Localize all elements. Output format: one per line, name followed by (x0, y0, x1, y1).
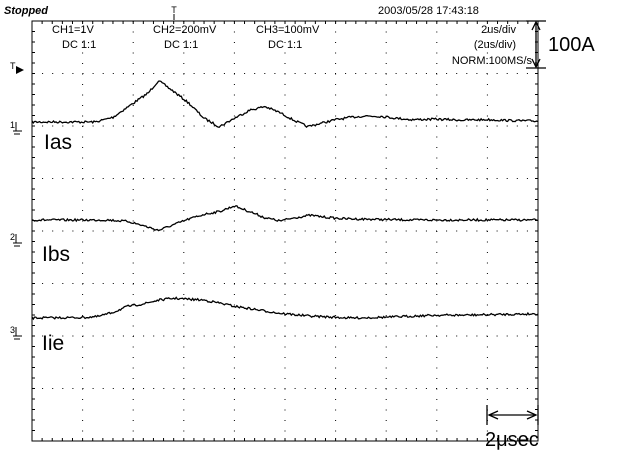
ch1-scale: CH1=1V (52, 24, 95, 36)
ch1-ground-marker: 1 (10, 120, 15, 130)
trigger-level-marker: T (10, 61, 16, 71)
ch2-scale: CH2=200mV (153, 24, 217, 36)
trigger-level-arrow (16, 66, 24, 74)
graticule (31, 20, 539, 442)
ch3-ground-symbol (13, 327, 22, 340)
acquisition-status: Stopped (4, 5, 48, 17)
time-scale-label: 2μsec (485, 429, 539, 451)
waveform-traces (31, 80, 539, 321)
current-scale-label: 100A (548, 34, 595, 56)
series-line-iie (31, 296, 539, 321)
plot-frame (31, 20, 539, 442)
ch3-ground-marker: 3 (10, 325, 15, 335)
time-scale-indicator (486, 405, 539, 425)
series-label-ibs: Ibs (42, 243, 70, 266)
timestamp: 2003/05/28 17:43:18 (378, 5, 479, 17)
trigger-position-marker: T (171, 5, 177, 15)
ch1-ground-symbol (13, 122, 22, 135)
timebase: 2us/div (481, 24, 516, 36)
ch2-coupling: DC 1:1 (164, 39, 198, 51)
ch2-ground-symbol (13, 234, 22, 247)
current-scale-indicator (526, 20, 546, 69)
series-label-iie: Iie (42, 332, 64, 355)
timebase-secondary: (2us/div) (474, 39, 516, 51)
series-label-ias: Ias (44, 131, 72, 154)
ch3-scale: CH3=100mV (256, 24, 320, 36)
series-line-ibs (31, 205, 538, 232)
ch3-coupling: DC 1:1 (268, 39, 302, 51)
ch2-ground-marker: 2 (10, 232, 15, 242)
series-line-ias (31, 80, 539, 129)
ch1-coupling: DC 1:1 (62, 39, 96, 51)
acquisition-mode: NORM:100MS/s (452, 55, 533, 67)
